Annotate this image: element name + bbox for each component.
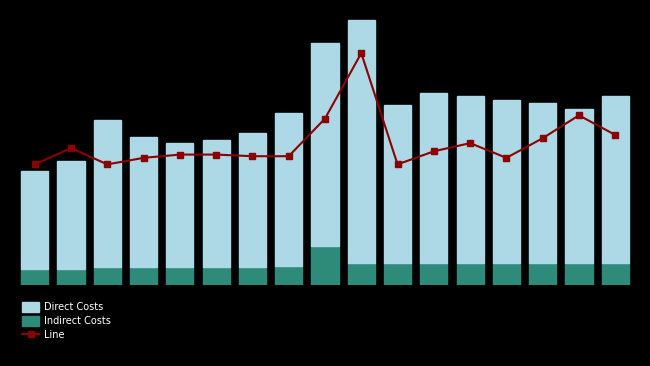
Bar bbox=[21, 269, 48, 285]
Bar bbox=[456, 96, 484, 263]
Bar bbox=[456, 263, 484, 285]
Bar bbox=[275, 266, 302, 285]
Legend: Direct Costs, Indirect Costs, Line: Direct Costs, Indirect Costs, Line bbox=[18, 298, 115, 344]
Bar bbox=[130, 137, 157, 268]
Bar bbox=[566, 263, 593, 285]
Bar bbox=[203, 140, 229, 268]
Bar bbox=[384, 262, 411, 285]
Bar bbox=[21, 171, 48, 269]
Bar bbox=[348, 262, 375, 285]
Bar bbox=[57, 269, 84, 285]
Bar bbox=[311, 246, 339, 285]
Bar bbox=[602, 263, 629, 285]
Bar bbox=[275, 113, 302, 266]
Bar bbox=[493, 263, 520, 285]
Bar bbox=[203, 268, 229, 285]
Bar bbox=[602, 96, 629, 263]
Bar bbox=[166, 143, 194, 268]
Bar bbox=[384, 105, 411, 262]
Bar bbox=[94, 120, 121, 268]
Bar bbox=[130, 268, 157, 285]
Bar bbox=[348, 20, 375, 262]
Bar bbox=[529, 103, 556, 263]
Bar bbox=[239, 268, 266, 285]
Bar bbox=[94, 268, 121, 285]
Bar bbox=[239, 133, 266, 268]
Bar bbox=[311, 43, 339, 246]
Bar bbox=[166, 268, 194, 285]
Bar bbox=[421, 93, 447, 263]
Bar bbox=[57, 161, 84, 269]
Bar bbox=[566, 109, 593, 263]
Bar bbox=[421, 263, 447, 285]
Bar bbox=[493, 100, 520, 263]
Bar bbox=[529, 263, 556, 285]
